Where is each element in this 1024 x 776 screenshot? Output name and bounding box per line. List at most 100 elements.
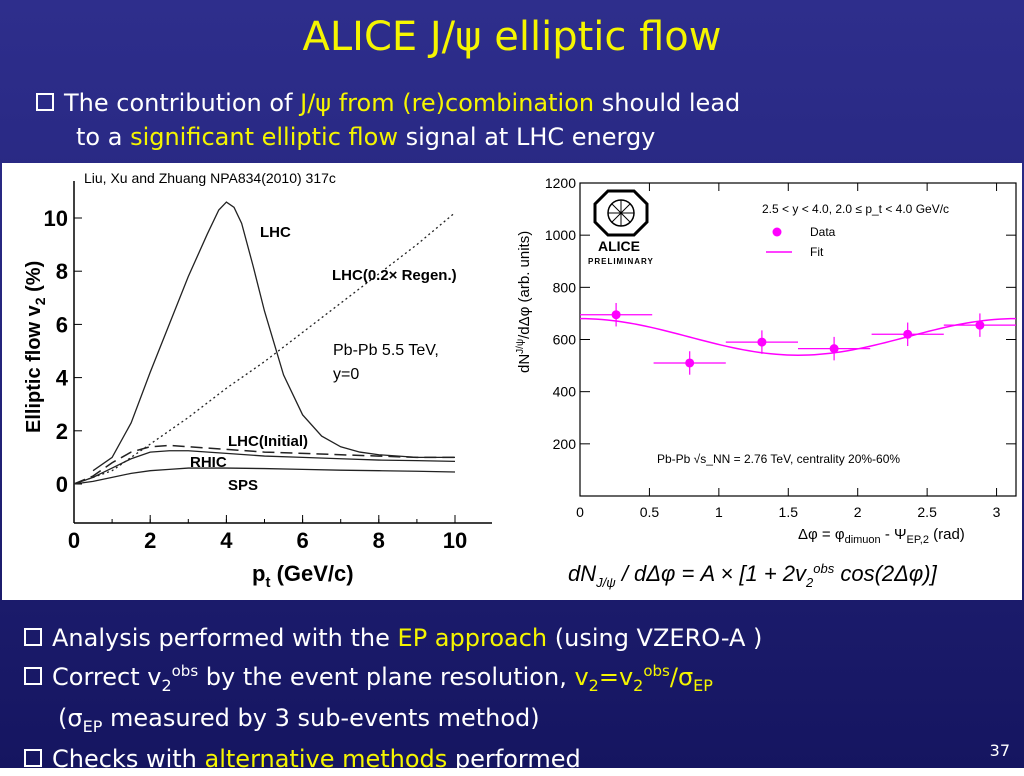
x-tick-label: 0: [576, 504, 584, 520]
x-tick-label: 2: [144, 528, 156, 553]
formula-subscript: 2: [633, 675, 644, 695]
left-ticks: 0 2 4 6 8 10 0 2 4 6 8 10: [44, 206, 468, 553]
formula-part: /σ: [669, 663, 694, 691]
bottom-bullets: Analysis performed with the EP approach …: [24, 622, 984, 776]
x-tick-label: 2: [854, 504, 862, 520]
right-chart-background: [510, 168, 1022, 600]
series-label-lhc-initial: LHC(Initial): [228, 433, 308, 450]
right-chart: 0 0.5 1 1.5 2 2.5 3 200 400 600 800 1000 1200 ALICE …: [510, 168, 1022, 600]
series-label-rhic: RHIC: [190, 454, 227, 471]
citation-label: Liu, Xu and Zhuang NPA834(2010) 317c: [84, 170, 336, 186]
x-tick-label: 1: [715, 504, 723, 520]
y-tick-label: 4: [56, 366, 69, 391]
x-tick-label: 0.5: [640, 504, 660, 520]
legend-data-label: Data: [810, 225, 836, 239]
data-point: [903, 329, 913, 339]
y-tick-label: 1000: [545, 227, 576, 243]
y-tick-label: 8: [56, 259, 68, 284]
checkbox-bullet-icon: [24, 628, 42, 646]
page-number: 37: [989, 741, 1010, 760]
series-label-lhc: LHC: [260, 224, 291, 241]
bullet-text: Analysis performed with the: [52, 624, 398, 652]
alice-logo: ALICE PRELIMINARY: [588, 189, 654, 266]
bullet-alternative-methods: Checks with alternative methods performe…: [24, 743, 984, 776]
checkbox-bullet-icon: [24, 748, 42, 767]
x-tick-label: 10: [443, 528, 467, 553]
top-bullet: The contribution of J/ψ from (re)combina…: [36, 86, 916, 154]
left-chart: Liu, Xu and Zhuang NPA834(2010) 317c 0 2 4…: [2, 163, 494, 600]
x-tick-label: 0: [68, 528, 80, 553]
data-point: [829, 344, 839, 354]
collision-label: Pb-Pb √s_NN = 2.76 TeV, centrality 20%-6…: [657, 452, 900, 466]
legend-data-marker: [772, 227, 782, 237]
y-tick-label: 200: [553, 436, 577, 452]
x-tick-label: 4: [220, 528, 233, 553]
x-tick-label: 8: [373, 528, 385, 553]
fit-curve: [579, 317, 1017, 356]
bullet-text: performed: [447, 744, 581, 773]
bullet-text: Correct v: [52, 663, 162, 691]
left-chart-background: [2, 163, 494, 600]
series-line-sps: [73, 467, 456, 485]
bullet-text: (σ: [58, 703, 83, 732]
preliminary-text: PRELIMINARY: [588, 257, 654, 266]
bullet-superscript: obs: [171, 662, 199, 680]
bullet-text: to a: [76, 123, 131, 151]
y-tick-label: 400: [553, 384, 577, 400]
bullet-text: signal at LHC energy: [397, 123, 656, 151]
data-points-group: [580, 302, 1016, 375]
bullet-sigma-ep: (σEP measured by 3 sub-events method): [24, 702, 984, 743]
bullet-text: by the event plane resolution,: [198, 663, 575, 691]
bullet-text: should lead: [594, 89, 741, 117]
y-tick-label: 2: [56, 419, 68, 444]
series-line-lhc: [92, 201, 455, 472]
alice-logo-rays: [608, 200, 634, 226]
series-line-lhc-initial-: [73, 444, 455, 485]
formula-part: v: [574, 663, 589, 691]
x-tick-label: 3: [993, 504, 1001, 520]
bullet-resolution: Correct v2obs by the event plane resolut…: [24, 655, 984, 702]
right-ticks: 0 0.5 1 1.5 2 2.5 3 200 400 600 800 1000 1200: [545, 175, 1016, 520]
formula-subscript: EP: [693, 675, 713, 695]
y-tick-label: 600: [553, 332, 577, 348]
slide-title: ALICE J/ψ elliptic flow: [302, 14, 722, 60]
bullet-highlight: v2=v2obs/σEP: [574, 662, 712, 695]
bullet-text: (using VZERO-A ): [547, 624, 763, 652]
kinematic-label: 2.5 < y < 4.0, 2.0 ≤ p_t < 4.0 GeV/c: [762, 202, 949, 216]
legend-fit-label: Fit: [810, 245, 824, 259]
checkbox-bullet-icon: [36, 93, 54, 111]
bullet-subscript: 2: [161, 675, 172, 695]
bullet-highlight: significant elliptic flow: [130, 123, 398, 151]
checkbox-bullet-icon: [24, 667, 42, 685]
data-point: [685, 358, 695, 368]
bullet-ep-approach: Analysis performed with the EP approach …: [24, 622, 984, 655]
data-point: [611, 310, 621, 320]
x-tick-label: 2.5: [917, 504, 937, 520]
bullet-subscript: EP: [82, 716, 103, 736]
bullet-highlight: alternative methods: [204, 744, 448, 773]
data-point: [757, 337, 767, 347]
series-label-sps: SPS: [228, 477, 258, 494]
x-tick-label: 1.5: [779, 504, 799, 520]
collision-annotation-2: y=0: [333, 366, 359, 383]
formula: dNJ/ψ / dΔφ = A × [1 + 2v2obs cos(2Δφ)]: [568, 561, 938, 590]
bullet-text: Checks with: [52, 744, 205, 773]
series-line-lhc-0-2-regen-: [73, 212, 456, 485]
figure-panel: Liu, Xu and Zhuang NPA834(2010) 317c 0 2 4…: [2, 163, 1022, 600]
bullet-text: The contribution of: [64, 89, 301, 117]
formula-part: =v: [598, 663, 634, 691]
data-point: [975, 320, 985, 330]
right-y-axis-title: dNJ/ψ/dΔφ (arb. units): [515, 231, 533, 373]
left-y-axis-title: Elliptic flow v2 (%): [23, 261, 48, 433]
series-label-lhc-regen: LHC(0.2× Regen.): [332, 267, 457, 284]
collision-annotation-1: Pb-Pb 5.5 TeV,: [333, 342, 439, 359]
bullet-highlight: EP approach: [397, 624, 548, 652]
y-tick-label: 1200: [545, 175, 576, 191]
bullet-highlight: J/ψ from (re)combination: [300, 89, 595, 117]
y-tick-label: 0: [56, 472, 68, 497]
alice-logo-text: ALICE: [598, 238, 640, 254]
fit-curve-group: [579, 317, 1017, 356]
bullet-text: measured by 3 sub-events method): [102, 703, 540, 732]
formula-superscript: obs: [643, 662, 670, 680]
